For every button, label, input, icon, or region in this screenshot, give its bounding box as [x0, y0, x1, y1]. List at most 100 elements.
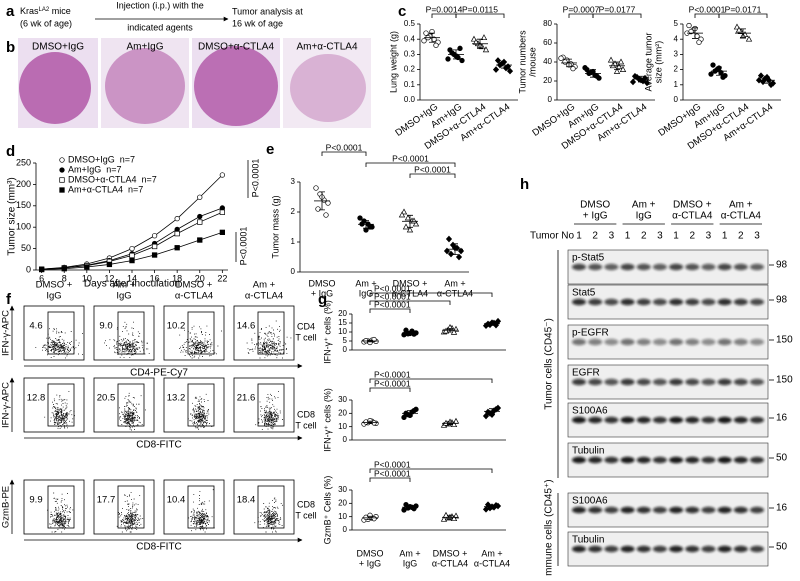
band [588, 338, 603, 346]
band [685, 338, 700, 346]
panel-label: g [318, 291, 327, 308]
dot [151, 233, 158, 239]
sd-bar [367, 515, 373, 520]
dot [757, 72, 765, 79]
band [733, 338, 748, 346]
p-bracket [409, 173, 456, 178]
protein-label: Tubulin [572, 446, 604, 457]
dot [219, 205, 226, 211]
sd-bar [489, 504, 495, 509]
y-tick-label: 80 [543, 19, 552, 28]
band [669, 545, 684, 553]
gate [47, 383, 75, 427]
category-label: α-CTLA4 [474, 558, 510, 568]
blot-header: Am + [632, 200, 656, 211]
lane-number: 3 [657, 231, 663, 242]
sd-bar [452, 243, 458, 255]
y-tick-label: 0 [343, 345, 348, 354]
dot [710, 62, 716, 68]
dot [421, 38, 427, 44]
dot [84, 264, 90, 270]
category-label: IgG [359, 288, 374, 298]
sd-bar [407, 330, 413, 335]
p-bracket [592, 13, 642, 18]
gate-percent: 12.8 [27, 393, 46, 404]
lane-number: 2 [592, 231, 598, 242]
y-axis-label: IFN-γ-APC [1, 310, 12, 356]
band [701, 298, 716, 306]
gate-percent: 18.4 [237, 495, 256, 506]
dot [406, 226, 414, 233]
analysis: 16 wk of age [232, 18, 283, 28]
band [620, 416, 635, 424]
tissue [290, 54, 366, 122]
size-marker: 98 [776, 260, 788, 271]
p-value: P<0.0001 [374, 299, 411, 309]
y-tick-label: 40 [543, 57, 552, 66]
dot [735, 26, 743, 33]
band [604, 416, 619, 424]
y-tick-label: 2 [291, 207, 296, 216]
x-axis-label: CD8-FITC [136, 542, 182, 553]
dot [323, 212, 329, 218]
flow-events [246, 320, 292, 359]
band [620, 506, 635, 514]
blot-header: DMSO + [673, 200, 712, 211]
flow-events [187, 393, 213, 430]
band [750, 545, 764, 553]
dot [482, 46, 490, 53]
gate-percent: 17.7 [97, 495, 116, 506]
y-tick-label: 20 [338, 498, 347, 507]
column-header: IgG [46, 291, 61, 302]
y-tick-label: 1 [291, 237, 296, 246]
size-marker: 150 [776, 375, 793, 386]
flow-plot [93, 377, 155, 433]
y-tick-label: 0.4 [404, 34, 416, 43]
p-value: P<0.0001 [374, 468, 411, 478]
y-tick-label: 0 [343, 435, 348, 444]
flow-plot [163, 377, 225, 433]
p-bracket [369, 387, 411, 392]
y-tick-label: 20 [338, 309, 347, 318]
dot [219, 229, 226, 235]
row-label: CD4 [297, 321, 315, 331]
row-label: T cell [295, 510, 316, 520]
tissue [105, 48, 185, 124]
dot [615, 63, 623, 70]
category-label: DMSO [357, 548, 384, 558]
y-tick-label: 10 [338, 422, 347, 431]
y-tick-label: 0 [26, 264, 31, 274]
gate [257, 485, 285, 529]
x-tick-label: 14 [127, 273, 137, 283]
gate [117, 311, 145, 355]
band [572, 338, 586, 346]
band [620, 378, 635, 386]
dot [455, 253, 463, 261]
protein-label: p-EGFR [572, 328, 609, 339]
band [604, 338, 619, 346]
y-axis-label: size (mm²) [653, 41, 663, 84]
size-marker: 150 [776, 335, 793, 346]
legend-label: DMSO+IgG n=7 [68, 154, 135, 164]
dot [619, 66, 627, 72]
band [604, 456, 619, 464]
dot [686, 22, 692, 29]
dot [629, 78, 637, 86]
dot [315, 206, 321, 212]
category-label: DMSO + [433, 548, 468, 558]
category-label: IgG [403, 558, 418, 568]
y-tick-label: 5 [343, 336, 348, 345]
blot-header: DMSO [580, 200, 610, 211]
p-bracket [568, 13, 594, 18]
band [750, 378, 764, 386]
band [588, 506, 603, 514]
lane-number: 2 [641, 231, 647, 242]
x-tick-label: 18 [172, 273, 182, 283]
cell-group-label: Tumor cells (CD45⁻) [544, 318, 555, 410]
dot [433, 42, 439, 48]
x-tick-label: 6 [39, 273, 44, 283]
band [669, 456, 684, 464]
lane-number: 3 [754, 231, 760, 242]
lane-number: 2 [689, 231, 695, 242]
dot [457, 247, 465, 255]
